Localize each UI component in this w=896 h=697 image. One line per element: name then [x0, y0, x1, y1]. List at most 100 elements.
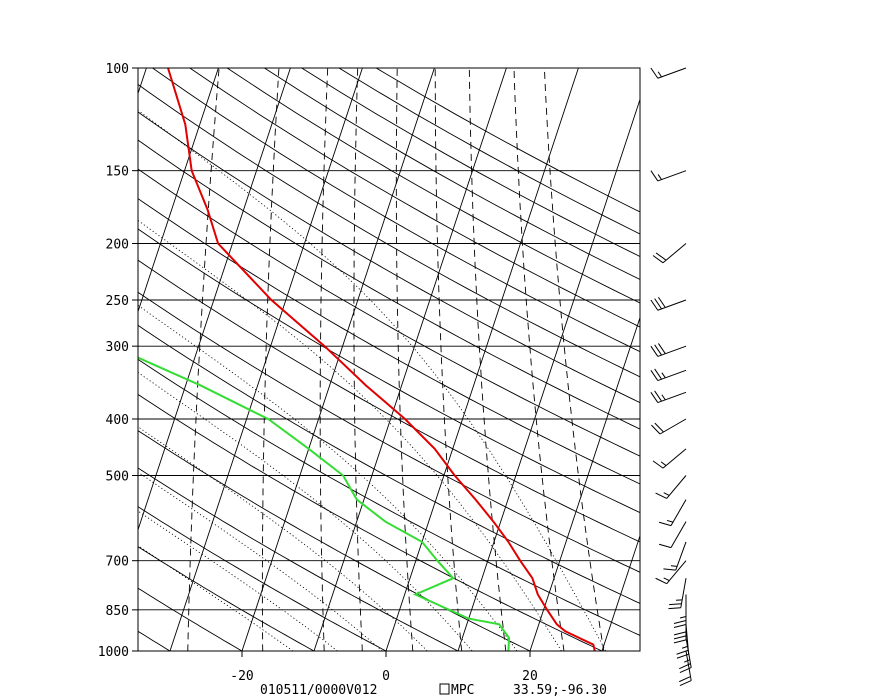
barb-half-flag — [670, 565, 678, 567]
barb-half-flag — [683, 659, 691, 663]
dry-adiabat — [138, 506, 387, 651]
dry-adiabat — [138, 291, 640, 573]
dry-adiabat — [152, 68, 640, 353]
mixing-ratio-line — [187, 68, 220, 651]
y-tick-label: 850 — [106, 604, 129, 619]
barb-half-flag — [663, 492, 670, 496]
isotherm — [670, 55, 871, 663]
moist-adiabat — [138, 371, 473, 651]
barb-shaft — [662, 448, 687, 469]
barb-half-flag — [681, 645, 689, 649]
mixing-ratio-line — [319, 68, 329, 651]
barb-flag — [679, 676, 691, 683]
barb-flag — [652, 460, 664, 469]
isotherm — [138, 68, 219, 314]
wind-barb — [650, 170, 687, 182]
barb-flag — [652, 255, 664, 264]
barb-flag — [669, 603, 682, 606]
barb-flag — [650, 67, 659, 79]
source-label: MPC — [451, 683, 474, 697]
barb-half-flag — [657, 174, 662, 180]
temperature-line — [167, 68, 596, 651]
dry-adiabat — [138, 324, 640, 604]
barb-flag — [673, 639, 687, 644]
barb-shaft — [685, 637, 692, 668]
plot-frame — [137, 67, 641, 652]
isotherm — [814, 55, 896, 663]
temperature-axis: -20 0 20 — [230, 651, 538, 684]
dry-adiabat — [138, 430, 532, 651]
dry-adiabat — [0, 68, 118, 663]
barb-shaft — [662, 243, 687, 264]
barb-shaft — [685, 650, 692, 681]
barb-flag — [654, 344, 662, 356]
isotherm — [0, 55, 7, 663]
pressure-axis: 100 150 200 250 300 400 500 700 850 1000 — [98, 62, 138, 660]
barb-flag — [654, 298, 662, 310]
barb-shaft — [657, 391, 687, 404]
profile-lines — [138, 68, 596, 651]
wind-barb — [652, 448, 687, 469]
wind-barb — [650, 296, 687, 311]
wind-barb — [651, 418, 687, 435]
dry-adiabat — [138, 587, 243, 651]
moist-adiabat — [138, 304, 518, 651]
mixing-ratio-line — [261, 68, 280, 651]
isotherm — [529, 316, 640, 651]
wind-barb — [650, 368, 687, 382]
mixing-ratio-line — [395, 68, 414, 651]
barb-flag — [663, 568, 676, 571]
isotherm — [313, 68, 507, 651]
barb-shaft — [670, 521, 687, 548]
mixing-ratio-line — [353, 68, 363, 651]
barb-half-flag — [661, 394, 666, 401]
barb-shaft — [675, 541, 687, 571]
wind-barb — [673, 594, 687, 628]
isotherm — [138, 68, 291, 532]
dry-adiabat — [138, 139, 640, 430]
barb-flag — [673, 624, 687, 628]
mixing-ratio-line — [513, 68, 565, 651]
barb-flag — [676, 649, 689, 655]
dry-adiabat — [138, 467, 460, 651]
barb-shaft — [659, 418, 687, 435]
moist-adiabat — [138, 426, 428, 651]
barb-half-flag — [657, 71, 662, 78]
barb-flag — [673, 635, 687, 640]
mixing-ratio-line — [468, 68, 507, 651]
barb-flag — [650, 170, 659, 182]
barb-shaft — [657, 170, 687, 182]
dry-adiabat — [301, 68, 640, 258]
barb-flag — [655, 252, 667, 261]
mpc-logo-icon — [439, 683, 450, 695]
y-tick-label: 200 — [106, 238, 129, 253]
moist-adiabat — [138, 219, 562, 651]
wind-barb — [652, 243, 687, 264]
y-tick-label: 100 — [106, 62, 129, 77]
dry-adiabat — [189, 68, 640, 328]
barb-flag — [654, 390, 662, 402]
barb-flag — [654, 422, 664, 433]
isotherm — [169, 68, 363, 651]
x-tick-label: 20 — [522, 669, 538, 684]
barb-shaft — [657, 67, 687, 79]
barb-shaft — [657, 345, 687, 357]
y-tick-label: 700 — [106, 555, 129, 570]
wind-barb — [663, 541, 687, 571]
barb-half-flag — [661, 372, 666, 379]
wind-barb — [655, 475, 687, 499]
barb-flag — [650, 392, 659, 403]
barb-half-flag — [660, 461, 667, 466]
y-tick-label: 250 — [106, 294, 129, 309]
y-tick-label: 500 — [106, 469, 129, 484]
barb-shaft — [657, 299, 687, 311]
wind-barb — [658, 499, 687, 527]
barb-flag — [657, 296, 666, 308]
wind-barb — [679, 650, 692, 687]
barb-flag — [651, 424, 661, 435]
dry-adiabat — [138, 83, 640, 378]
barb-flag — [679, 680, 692, 687]
dry-adiabat — [138, 111, 640, 404]
barb-flag — [658, 543, 672, 549]
